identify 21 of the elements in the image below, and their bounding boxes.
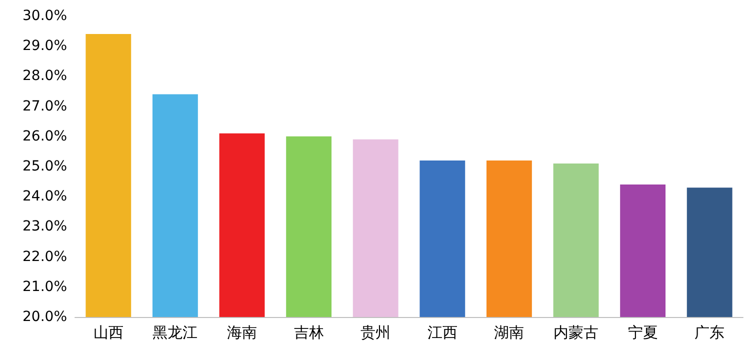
y-tick-label: 27.0% bbox=[22, 98, 67, 114]
x-tick-label: 江西 bbox=[427, 324, 458, 342]
y-tick-label: 30.0% bbox=[22, 8, 67, 24]
x-tick-label: 贵州 bbox=[360, 324, 391, 342]
x-tick-label: 黑龙江 bbox=[152, 324, 198, 342]
x-tick-label: 海南 bbox=[227, 324, 257, 342]
y-tick-label: 24.0% bbox=[22, 188, 67, 205]
y-tick-label: 26.0% bbox=[22, 128, 67, 144]
x-tick-label: 内蒙古 bbox=[554, 324, 598, 342]
x-tick-label: 吉林 bbox=[294, 324, 324, 342]
x-tick-label: 宁夏 bbox=[628, 324, 658, 342]
y-tick-label: 22.0% bbox=[22, 248, 67, 265]
x-tick-label: 山西 bbox=[93, 324, 124, 342]
y-tick-label: 29.0% bbox=[22, 38, 67, 54]
y-tick-label: 23.0% bbox=[22, 218, 67, 235]
y-tick-label: 21.0% bbox=[22, 278, 67, 295]
x-tick-label: 广东 bbox=[694, 324, 725, 342]
x-tick-label: 湖南 bbox=[494, 324, 524, 342]
y-tick-label: 25.0% bbox=[22, 158, 67, 174]
y-tick-label: 20.0% bbox=[22, 309, 67, 325]
y-tick-label: 28.0% bbox=[22, 68, 67, 84]
